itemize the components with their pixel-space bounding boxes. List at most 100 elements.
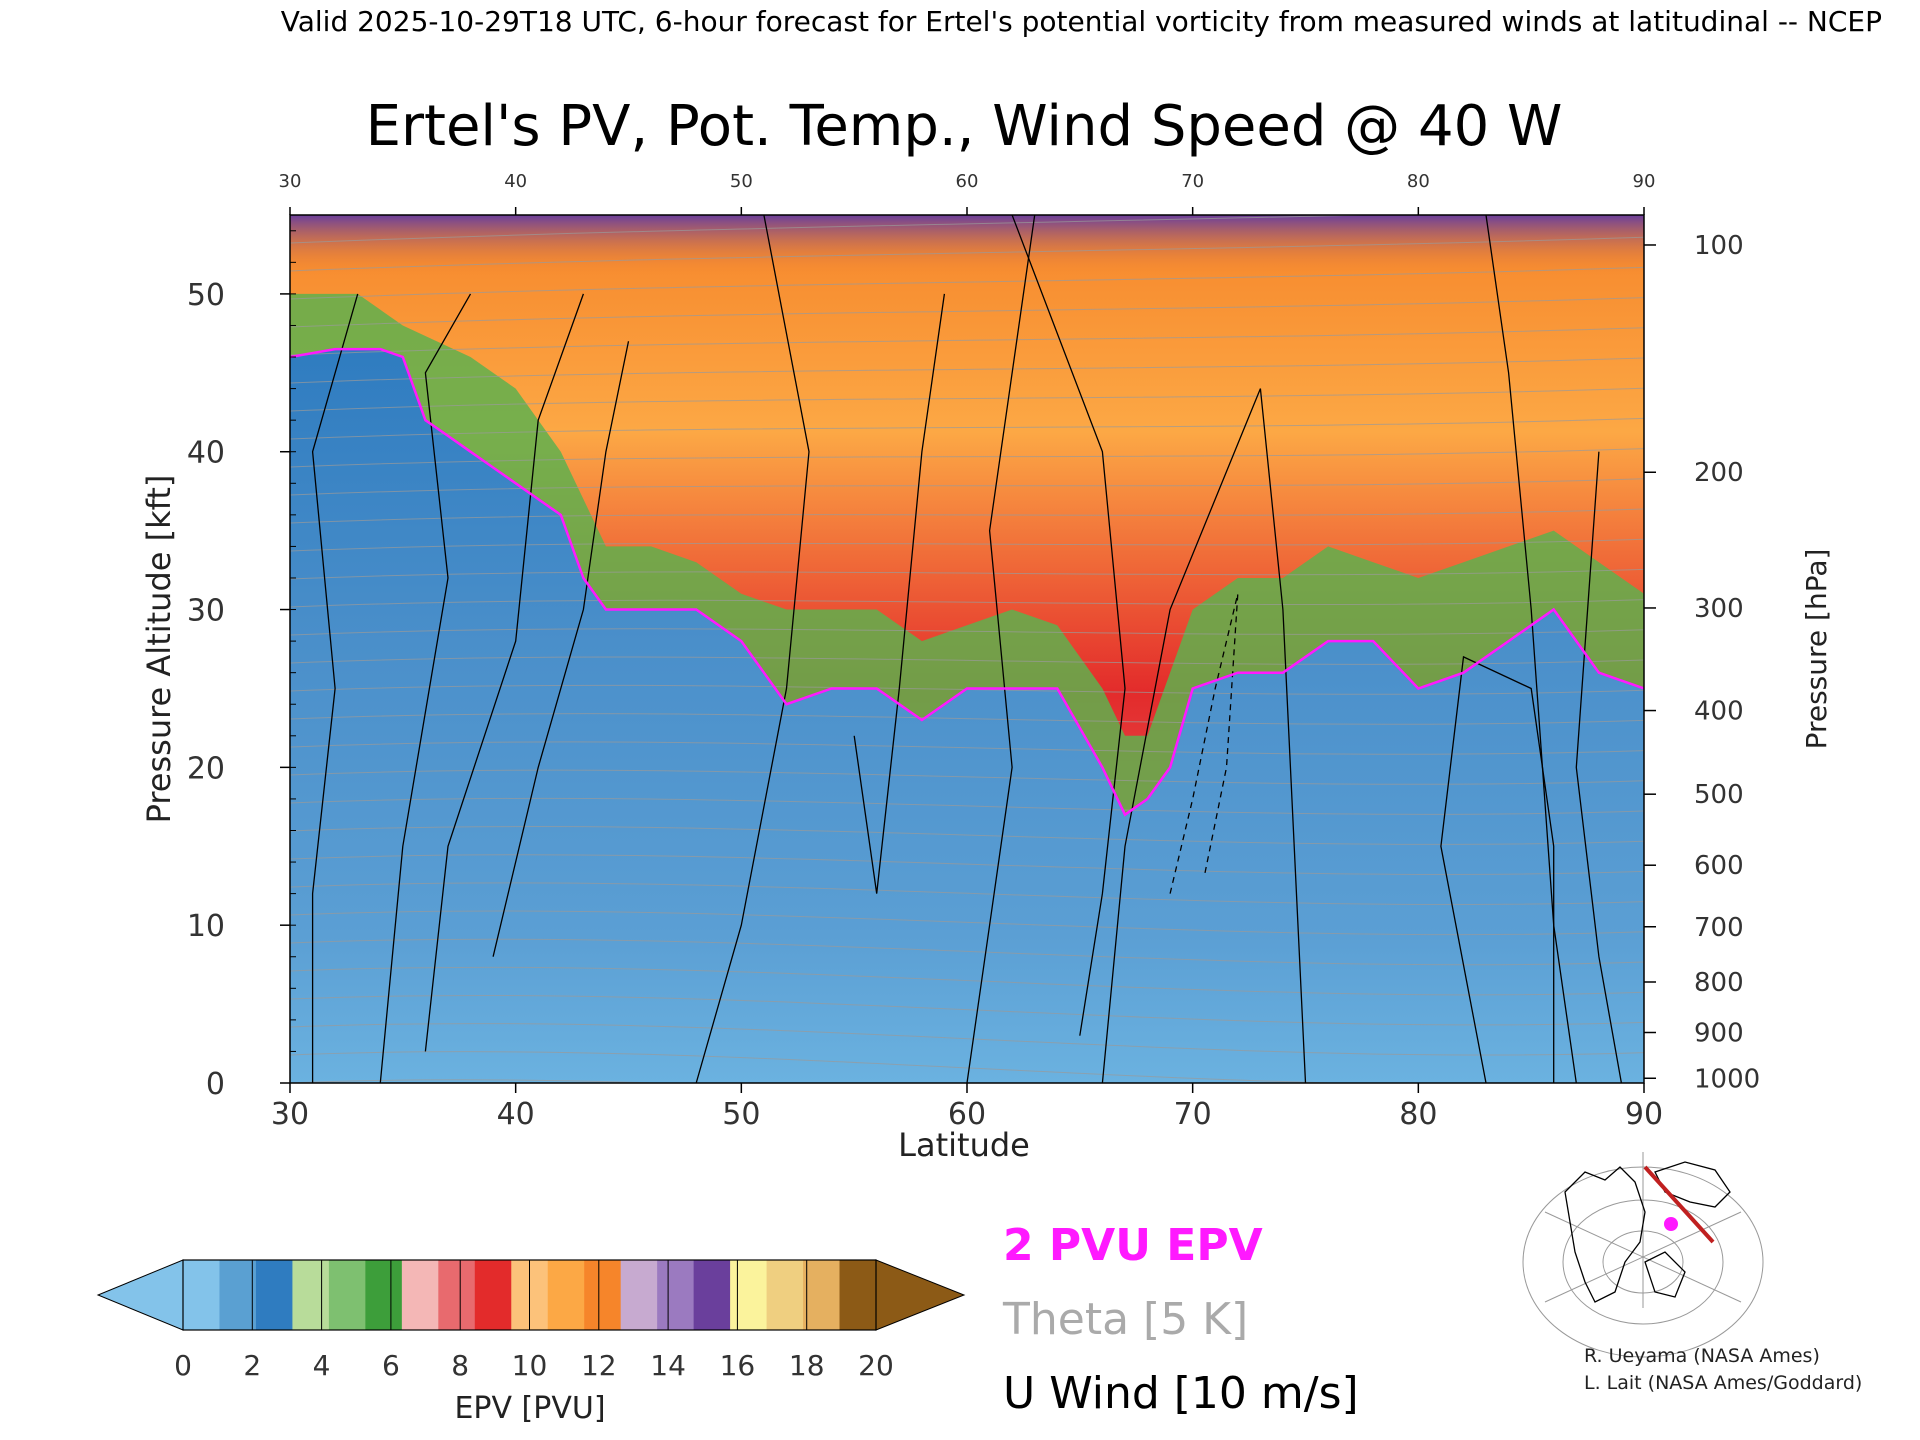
wind-contour-line xyxy=(1101,388,1307,1083)
wind-contour-line xyxy=(695,215,810,1083)
x-tick-label: 30 xyxy=(271,1097,309,1132)
colorbar-tick-label: 16 xyxy=(720,1349,756,1382)
y-axis-right: 100 200 300 400 500 600 700 800 900 1000 xyxy=(1644,231,1760,1094)
troposphere-fill xyxy=(290,349,1644,1083)
theta-contour-line xyxy=(290,854,1644,875)
y-axis-left: 0 10 20 30 40 50 xyxy=(187,230,296,1102)
chart-title: Ertel's PV, Pot. Temp., Wind Speed @ 40 … xyxy=(366,94,1563,159)
colorbar-segment xyxy=(730,1260,768,1330)
colorbar-high-arrow xyxy=(875,1259,966,1331)
colorbar-segment xyxy=(474,1260,512,1330)
colorbar-segment xyxy=(292,1260,330,1330)
theta-contour-line xyxy=(290,568,1644,580)
theta-contour-line xyxy=(290,1023,1644,1056)
theta-contour-line xyxy=(290,628,1644,636)
theta-contour-line xyxy=(290,741,1644,755)
x-top-tick-label: 30 xyxy=(279,171,302,192)
colorbar-tick-label: 10 xyxy=(512,1349,548,1382)
pressure-tick-label: 1000 xyxy=(1694,1064,1760,1094)
theta-contour-line xyxy=(290,994,1644,1026)
wind-contour-line xyxy=(311,293,359,1083)
pressure-tick-label: 400 xyxy=(1694,697,1744,727)
colorbar-segment xyxy=(219,1260,257,1330)
credit-2: L. Lait (NASA Ames/Goddard) xyxy=(1584,1372,1862,1394)
theta-contour-line xyxy=(290,327,1644,356)
inset-location-marker xyxy=(1664,1217,1678,1231)
mid-pv-band xyxy=(290,293,1644,815)
y-tick-label: 50 xyxy=(187,278,225,313)
theta-contour-line xyxy=(290,357,1644,384)
upper-pv-band xyxy=(290,215,1644,275)
theta-contour-line xyxy=(290,417,1644,440)
colorbar-segment xyxy=(255,1260,293,1330)
wind-contour-line xyxy=(379,293,472,1083)
wind-contour-line xyxy=(1485,215,1577,1083)
colorbar-tick-label: 8 xyxy=(451,1349,469,1382)
theta-contour-line xyxy=(290,656,1644,665)
pressure-tick-label: 900 xyxy=(1694,1018,1744,1048)
legend-theta: Theta [5 K] xyxy=(1002,1294,1248,1345)
colorbar: 0 2 4 6 8 10 12 14 16 18 20 xyxy=(96,1259,966,1382)
x-top-tick-label: 50 xyxy=(730,171,753,192)
theta-contour-line xyxy=(290,910,1644,936)
wind-contour-line xyxy=(424,293,585,1052)
x-axis: 30 40 50 60 70 80 90 xyxy=(271,1083,1663,1132)
x-tick-label: 80 xyxy=(1399,1097,1437,1132)
x-top-tick-label: 60 xyxy=(956,171,979,192)
theta-contour-line xyxy=(290,1079,670,1083)
pressure-tick-label: 200 xyxy=(1694,458,1744,488)
legend-pv2: 2 PVU EPV xyxy=(1003,1220,1263,1271)
pressure-tick-label: 700 xyxy=(1694,913,1744,943)
theta-contour-line xyxy=(290,297,1644,328)
wind-contour-line xyxy=(492,341,630,957)
wind-contour-line xyxy=(1440,655,1555,1083)
wind-contour-line xyxy=(966,215,1036,1083)
x-axis-top: 30 40 50 60 70 80 90 xyxy=(279,171,1656,215)
theta-contours xyxy=(290,215,1644,1083)
pressure-tick-label: 500 xyxy=(1694,780,1744,810)
x-tick-label: 60 xyxy=(948,1097,986,1132)
theta-contour-line xyxy=(290,797,1644,815)
theta-contour-line xyxy=(290,938,1644,966)
colorbar-segment xyxy=(657,1260,695,1330)
theta-contour-line xyxy=(290,882,1644,906)
y-tick-label: 30 xyxy=(187,594,225,629)
wind-contour-line xyxy=(853,293,946,894)
theta-contour-line xyxy=(290,236,1644,272)
wind-contour-line xyxy=(1169,593,1239,894)
x-axis-label: Latitude xyxy=(898,1126,1030,1164)
theta-contour-line xyxy=(290,599,1644,608)
theta-contour-line xyxy=(290,448,1644,468)
x-top-tick-label: 90 xyxy=(1633,171,1656,192)
theta-contour-line xyxy=(290,713,1644,725)
colorbar-tick-label: 14 xyxy=(650,1349,686,1382)
theta-contour-line xyxy=(290,826,1644,845)
colorbar-segment xyxy=(401,1260,439,1330)
x-tick-label: 90 xyxy=(1625,1097,1663,1132)
colorbar-segment xyxy=(438,1260,476,1330)
theta-contour-line xyxy=(290,387,1644,412)
y-axis-label: Pressure Altitude [kft] xyxy=(140,475,178,824)
y-tick-label: 40 xyxy=(187,436,225,471)
valid-line: Valid 2025-10-29T18 UTC, 6-hour forecast… xyxy=(281,5,1882,38)
colorbar-segment xyxy=(328,1260,366,1330)
legend-wind: U Wind [10 m/s] xyxy=(1003,1368,1359,1419)
colorbar-tick-label: 4 xyxy=(313,1349,331,1382)
colorbar-segment xyxy=(183,1260,220,1330)
colorbar-tick-label: 12 xyxy=(581,1349,617,1382)
theta-contour-line xyxy=(290,478,1644,496)
theta-contour-line xyxy=(290,538,1644,552)
wind-contours xyxy=(311,215,1623,1083)
pressure-tick-label: 800 xyxy=(1694,968,1744,998)
y-tick-label: 0 xyxy=(206,1067,225,1102)
colorbar-tick-label: 18 xyxy=(789,1349,825,1382)
colorbar-segment xyxy=(584,1260,622,1330)
pressure-tick-label: 100 xyxy=(1694,231,1744,261)
x-top-tick-label: 40 xyxy=(504,171,527,192)
y-tick-label: 10 xyxy=(187,909,225,944)
theta-contour-line xyxy=(290,508,1644,524)
pv2-contour xyxy=(290,347,1644,817)
colorbar-tick-label: 2 xyxy=(243,1349,261,1382)
colorbar-segment xyxy=(365,1260,403,1330)
